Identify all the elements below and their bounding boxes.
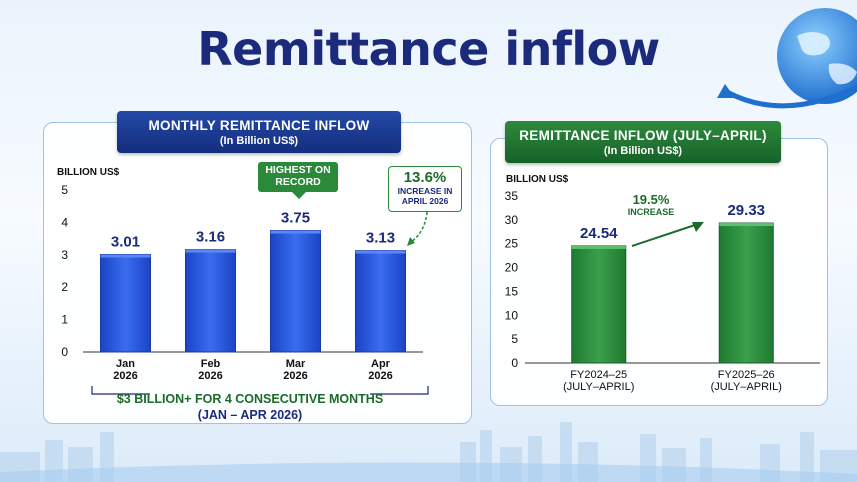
x-category-label: 2026 [368, 370, 392, 382]
increase-callout: 13.6% INCREASE IN APRIL 2026 [388, 166, 462, 212]
fiscal-chart-subtitle: (In Billion US$) [603, 145, 683, 157]
fiscal-increase-label: 19.5% INCREASE [621, 192, 681, 217]
bar [100, 253, 151, 353]
y-tick-label: 35 [505, 189, 519, 203]
fiscal-chart-title: REMITTANCE INFLOW (JULY–APRIL) [519, 128, 767, 143]
footer-bracket [91, 386, 429, 395]
x-category-label: 2026 [283, 370, 307, 382]
consecutive-months-range: (JAN – APR 2026) [197, 408, 303, 422]
bar-cap [355, 250, 406, 254]
highest-on-record-callout: HIGHEST ON RECORD [258, 162, 338, 199]
x-category-label: Mar [286, 358, 306, 370]
monthly-chart-subtitle: (In Billion US$) [219, 135, 299, 147]
bar [571, 245, 627, 364]
x-category-label: FY2024–25 [570, 369, 627, 381]
y-tick-label: 0 [511, 356, 518, 370]
increase-callout-percent: 13.6% [403, 169, 447, 186]
bar [185, 249, 236, 353]
bar-value-label: 3.16 [196, 229, 225, 246]
bar-value-label: 3.13 [366, 230, 395, 247]
x-category-label: (JULY–APRIL) [563, 381, 634, 393]
bar-value-label: 3.75 [281, 210, 310, 227]
y-tick-label: 1 [61, 313, 68, 327]
fiscal-chart-header: REMITTANCE INFLOW (JULY–APRIL) (In Billi… [505, 121, 781, 163]
bar-value-label: 24.54 [580, 225, 618, 242]
bar-value-label: 3.01 [111, 233, 140, 250]
increase-arrow-icon [631, 222, 704, 247]
monthly-chart-title: MONTHLY REMITTANCE INFLOW [148, 118, 370, 133]
bar [270, 230, 321, 353]
y-tick-label: 10 [505, 308, 519, 322]
y-tick-label: 3 [61, 248, 68, 262]
y-tick-label: 15 [505, 284, 519, 298]
bar-cap [270, 230, 321, 234]
y-tick-label: 2 [61, 280, 68, 294]
x-category-label: (JULY–APRIL) [711, 381, 782, 393]
city-skyline-background [0, 422, 857, 482]
bar [718, 222, 774, 364]
x-category-label: 2026 [113, 370, 137, 382]
increase-callout-text: INCREASE IN APRIL 2026 [397, 186, 453, 206]
x-category-label: Jan [116, 358, 135, 370]
y-tick-label: 30 [505, 213, 519, 227]
bar-cap [100, 254, 151, 258]
consecutive-months-text: $3 BILLION+ FOR 4 CONSECUTIVE MONTHS [116, 392, 384, 406]
y-tick-label: 5 [61, 183, 68, 197]
page-title: Remittance inflow [197, 22, 660, 76]
monthly-bar-chart: BILLION US$0123453.01Jan20263.16Feb20263… [57, 167, 423, 382]
y-axis-label: BILLION US$ [57, 167, 120, 178]
y-tick-label: 4 [61, 215, 68, 229]
bar-cap [719, 223, 774, 227]
fiscal-increase-text: INCREASE [627, 207, 675, 217]
bar-cap [571, 245, 626, 249]
consecutive-months-note: $3 BILLION+ FOR 4 CONSECUTIVE MONTHS (JA… [80, 391, 420, 423]
x-category-label: 2026 [198, 370, 222, 382]
y-tick-label: 0 [61, 345, 68, 359]
x-category-label: Apr [371, 358, 391, 370]
fiscal-increase-percent: 19.5% [632, 192, 670, 207]
bar [355, 250, 406, 353]
bar-value-label: 29.33 [727, 202, 765, 219]
y-tick-label: 5 [511, 332, 518, 346]
dashed-arrow-icon [407, 211, 428, 246]
monthly-chart-header: MONTHLY REMITTANCE INFLOW (In Billion US… [117, 111, 401, 153]
y-tick-label: 20 [505, 261, 519, 275]
y-axis-label: BILLION US$ [506, 174, 569, 185]
y-tick-label: 25 [505, 237, 519, 251]
x-category-label: Feb [201, 358, 221, 370]
fiscal-bar-chart: BILLION US$0510152025303524.54FY2024–25(… [505, 174, 820, 393]
bar-cap [185, 249, 236, 253]
globe-icon [717, 8, 857, 109]
x-category-label: FY2025–26 [718, 369, 775, 381]
